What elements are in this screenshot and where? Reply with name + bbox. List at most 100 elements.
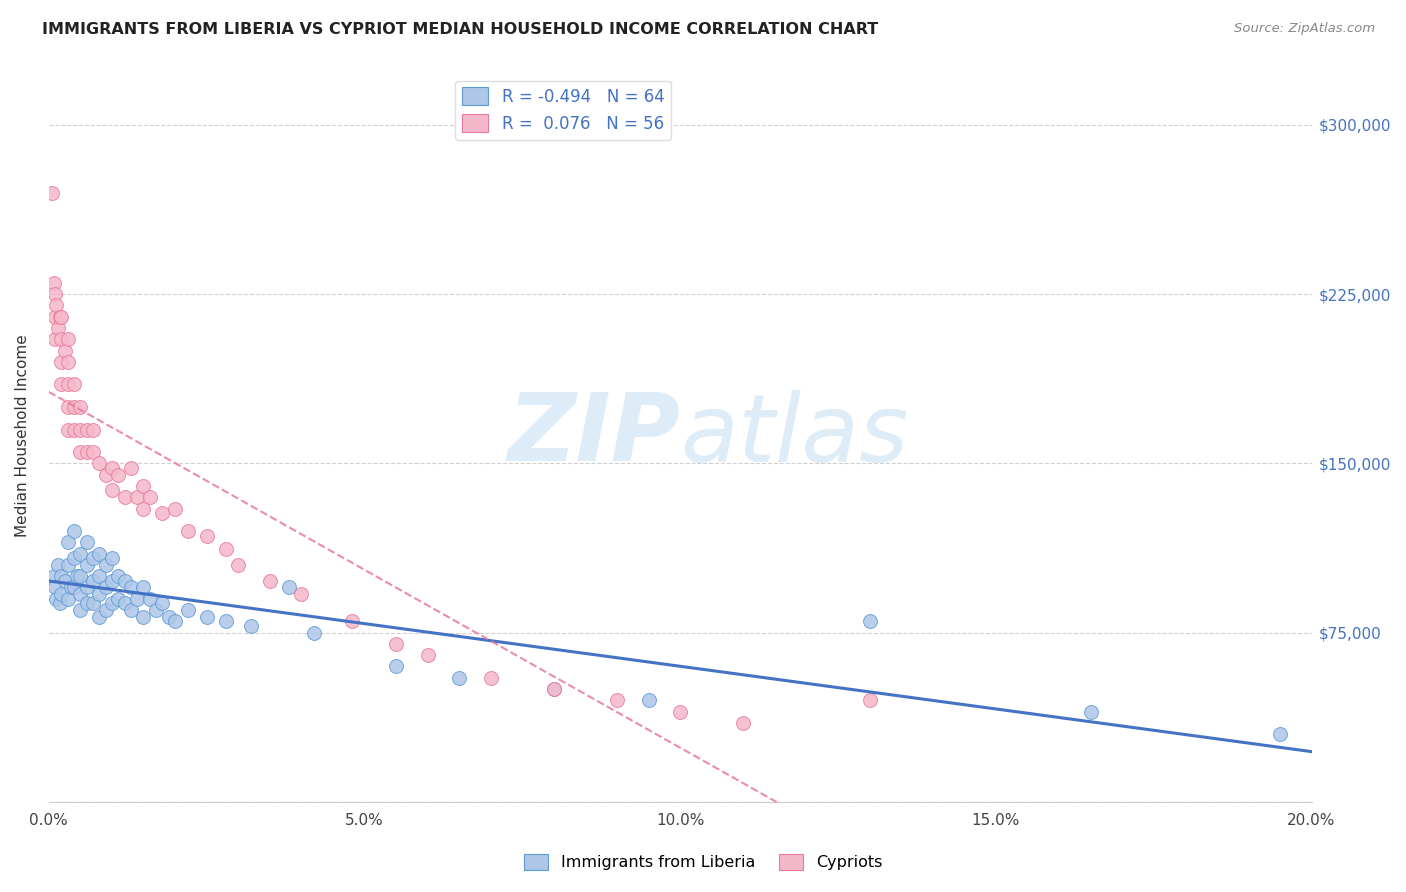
Point [145, 603, 167, 617]
Point [239, 619, 262, 633]
Point [101, 574, 124, 588]
Point [176, 524, 198, 538]
Point [42, 276, 65, 290]
Point [606, 693, 628, 707]
Point [63, 551, 86, 566]
Point [107, 591, 129, 606]
Point [132, 501, 155, 516]
Point [89, 609, 111, 624]
Point [127, 490, 149, 504]
Point [94, 467, 117, 482]
Point [107, 467, 129, 482]
Point [152, 596, 174, 610]
Point [69, 423, 91, 437]
Point [82, 551, 104, 566]
Point [63, 524, 86, 538]
Point [101, 461, 124, 475]
Point [259, 574, 281, 588]
Y-axis label: Median Household Income: Median Household Income [15, 334, 30, 537]
Point [63, 377, 86, 392]
Point [82, 423, 104, 437]
Point [385, 637, 408, 651]
Point [51, 310, 73, 324]
Point [53, 574, 76, 588]
Point [56, 535, 79, 549]
Point [157, 609, 180, 624]
Point [49, 596, 72, 610]
Point [63, 423, 86, 437]
Point [669, 705, 692, 719]
Text: Source: ZipAtlas.com: Source: ZipAtlas.com [1234, 22, 1375, 36]
Text: ZIP: ZIP [508, 389, 681, 481]
Point [385, 659, 408, 673]
Point [1080, 705, 1102, 719]
Point [195, 528, 218, 542]
Point [543, 681, 565, 696]
Point [56, 591, 79, 606]
Point [214, 615, 236, 629]
Point [163, 501, 186, 516]
Point [94, 603, 117, 617]
Point [69, 569, 91, 583]
Point [101, 551, 124, 566]
Point [56, 558, 79, 572]
Point [76, 596, 98, 610]
Point [56, 332, 79, 346]
Point [44, 332, 66, 346]
Point [733, 715, 755, 730]
Point [69, 445, 91, 459]
Point [195, 609, 218, 624]
Point [89, 587, 111, 601]
Point [82, 574, 104, 588]
Point [114, 596, 136, 610]
Point [76, 581, 98, 595]
Point [139, 490, 162, 504]
Point [56, 355, 79, 369]
Point [45, 591, 67, 606]
Point [120, 581, 142, 595]
Point [120, 461, 142, 475]
Point [277, 581, 299, 595]
Point [340, 615, 363, 629]
Point [51, 377, 73, 392]
Legend: Immigrants from Liberia, Cypriots: Immigrants from Liberia, Cypriots [517, 847, 889, 877]
Point [94, 581, 117, 595]
Point [53, 343, 76, 358]
Point [226, 558, 249, 572]
Point [449, 671, 471, 685]
Point [76, 535, 98, 549]
Point [41, 186, 63, 200]
Point [101, 483, 124, 498]
Point [69, 587, 91, 601]
Point [63, 581, 86, 595]
Point [44, 581, 66, 595]
Point [858, 615, 880, 629]
Point [120, 603, 142, 617]
Point [51, 569, 73, 583]
Point [89, 569, 111, 583]
Point [127, 591, 149, 606]
Point [152, 506, 174, 520]
Point [214, 542, 236, 557]
Point [543, 681, 565, 696]
Point [69, 400, 91, 414]
Point [479, 671, 502, 685]
Point [82, 445, 104, 459]
Point [1268, 727, 1291, 741]
Point [51, 332, 73, 346]
Point [56, 423, 79, 437]
Point [44, 310, 66, 324]
Text: IMMIGRANTS FROM LIBERIA VS CYPRIOT MEDIAN HOUSEHOLD INCOME CORRELATION CHART: IMMIGRANTS FROM LIBERIA VS CYPRIOT MEDIA… [42, 22, 879, 37]
Point [163, 615, 186, 629]
Point [132, 609, 155, 624]
Point [101, 596, 124, 610]
Point [76, 558, 98, 572]
Point [49, 310, 72, 324]
Point [82, 596, 104, 610]
Point [44, 287, 66, 301]
Point [637, 693, 659, 707]
Point [69, 547, 91, 561]
Point [858, 693, 880, 707]
Point [416, 648, 439, 662]
Point [76, 423, 98, 437]
